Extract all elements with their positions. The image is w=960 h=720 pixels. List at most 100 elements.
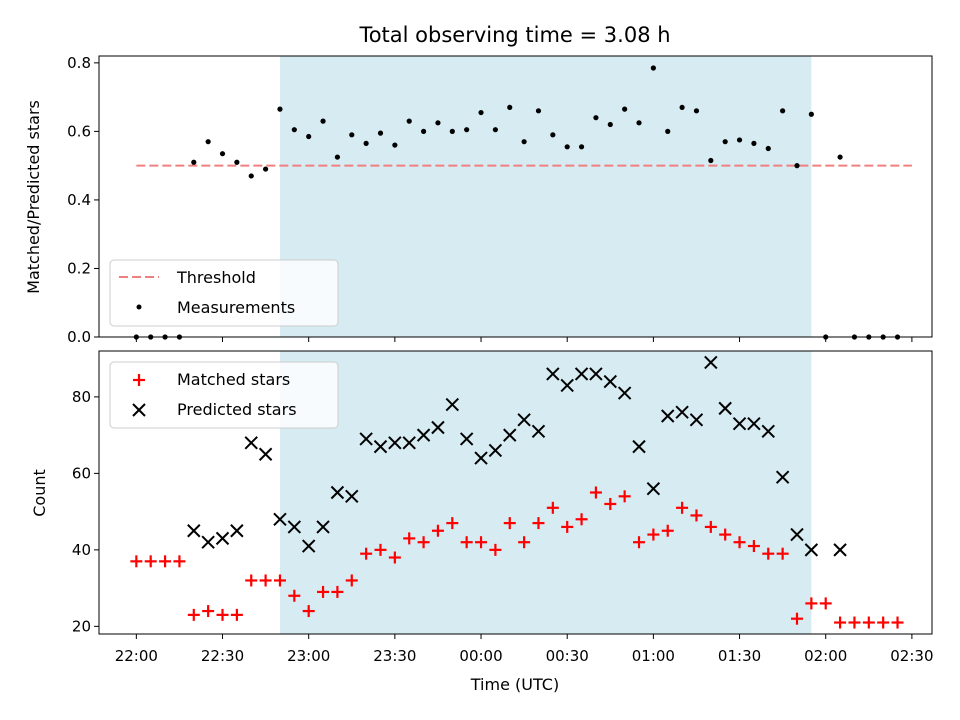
predicted-star-point	[230, 524, 244, 538]
matched-star-point	[360, 547, 373, 560]
predicted-star-point	[201, 535, 215, 549]
predicted-star-point	[503, 428, 517, 442]
matched-star-point	[575, 513, 588, 526]
matched-star-point	[403, 532, 416, 545]
matched-star-point	[475, 536, 488, 549]
matched-star-point	[302, 605, 315, 618]
matched-star-point	[230, 608, 243, 621]
predicted-star-point	[287, 520, 302, 534]
predicted-star-point	[560, 378, 574, 393]
predicted-star-point	[359, 432, 373, 446]
measurement-point	[464, 127, 470, 133]
predicted-star-point	[617, 386, 632, 400]
measurement-point	[607, 121, 613, 128]
predicted-star-point	[316, 520, 330, 534]
measurement-point	[650, 65, 656, 71]
predicted-star-point	[445, 397, 460, 412]
measurement-point	[578, 144, 585, 150]
measurement-point	[492, 127, 498, 133]
matched-star-points	[130, 486, 904, 629]
predicted-star-point	[215, 531, 230, 546]
top-y-axis-label: Matched/Predicted stars	[24, 100, 43, 294]
matched-star-point	[317, 585, 330, 598]
measurement-point	[665, 128, 671, 134]
matched-star-point	[747, 540, 760, 553]
matched-star-point	[704, 520, 717, 533]
predicted-star-point	[187, 524, 201, 538]
x-tick-label: 00:30	[546, 647, 589, 665]
predicted-legend-marker	[132, 403, 146, 417]
x-axis-label: Time (UTC)	[470, 675, 559, 694]
measurement-point	[622, 106, 628, 112]
predicted-star-point	[689, 413, 704, 427]
matched-star-point	[834, 616, 847, 629]
top-highlight-span	[279, 56, 812, 337]
matched-star-point	[618, 490, 631, 503]
predicted-star-point	[775, 470, 790, 484]
predicted-star-point	[301, 539, 316, 553]
measurement-point	[191, 159, 197, 165]
measurement-point	[765, 145, 771, 152]
predicted-star-point	[574, 367, 589, 381]
predicted-star-point	[244, 436, 258, 450]
matched-star-point	[489, 543, 502, 556]
predicted-star-point	[431, 420, 445, 435]
predicted-star-point	[804, 543, 819, 557]
predicted-star-point	[546, 367, 560, 381]
bottom-highlight-span	[279, 351, 812, 634]
predicted-star-point	[459, 432, 474, 446]
predicted-star-point	[416, 428, 431, 442]
matched-star-point	[561, 520, 574, 533]
predicted-star-point	[273, 512, 287, 526]
matched-star-point	[159, 555, 172, 568]
threshold-legend-label: Threshold	[176, 268, 256, 287]
predicted-star-point	[761, 424, 775, 439]
measurement-point	[722, 139, 728, 145]
matched-star-point	[503, 517, 516, 530]
predicted-star-point	[388, 436, 402, 450]
measurement-point	[234, 159, 240, 165]
predicted-star-point	[488, 443, 503, 458]
matched-star-point	[273, 574, 286, 587]
bottom-y-axis-label: Count	[30, 469, 49, 517]
top-y-tick-label: 0.2	[67, 259, 91, 277]
matched-star-point	[288, 589, 301, 602]
measurement-point	[263, 166, 269, 172]
matched-star-point	[446, 517, 459, 530]
matched-star-point	[130, 555, 143, 568]
matched-star-point	[245, 574, 258, 587]
measurement-point	[205, 139, 211, 145]
chart-title: Total observing time = 3.08 h	[358, 23, 670, 47]
matched-star-point	[345, 574, 358, 587]
matched-star-point	[661, 524, 674, 537]
matched-star-point	[144, 555, 157, 568]
x-tick-label: 02:30	[890, 647, 933, 665]
predicted-star-point	[704, 355, 718, 370]
matched-star-point	[173, 555, 186, 568]
predicted-star-point	[718, 401, 732, 416]
matched-star-point	[862, 616, 875, 629]
matched-star-point	[891, 616, 904, 629]
measurement-point	[535, 108, 542, 114]
matched-star-point	[589, 486, 602, 499]
predicted-star-point	[747, 416, 761, 431]
measurement-point	[277, 106, 283, 112]
predicted-star-point	[589, 367, 603, 381]
x-tick-label: 01:00	[632, 647, 675, 665]
measurement-point	[349, 132, 355, 138]
matched-star-point	[676, 501, 689, 514]
matched-star-point	[647, 528, 660, 541]
measurement-point	[550, 132, 556, 138]
measurement-point	[392, 142, 398, 148]
matched-star-point	[604, 497, 617, 510]
top-y-ticks: 0.0 0.2 0.4 0.6 0.8	[67, 54, 99, 346]
top-legend: Threshold Measurements	[109, 259, 339, 327]
measurement-point	[377, 130, 384, 136]
measurement-point	[794, 163, 800, 169]
bottom-y-tick-label: 20	[72, 617, 91, 635]
measurement-point	[306, 133, 312, 140]
predicted-star-point	[531, 424, 546, 439]
matched-star-point	[532, 517, 545, 530]
bottom-axes-frame	[98, 350, 933, 635]
